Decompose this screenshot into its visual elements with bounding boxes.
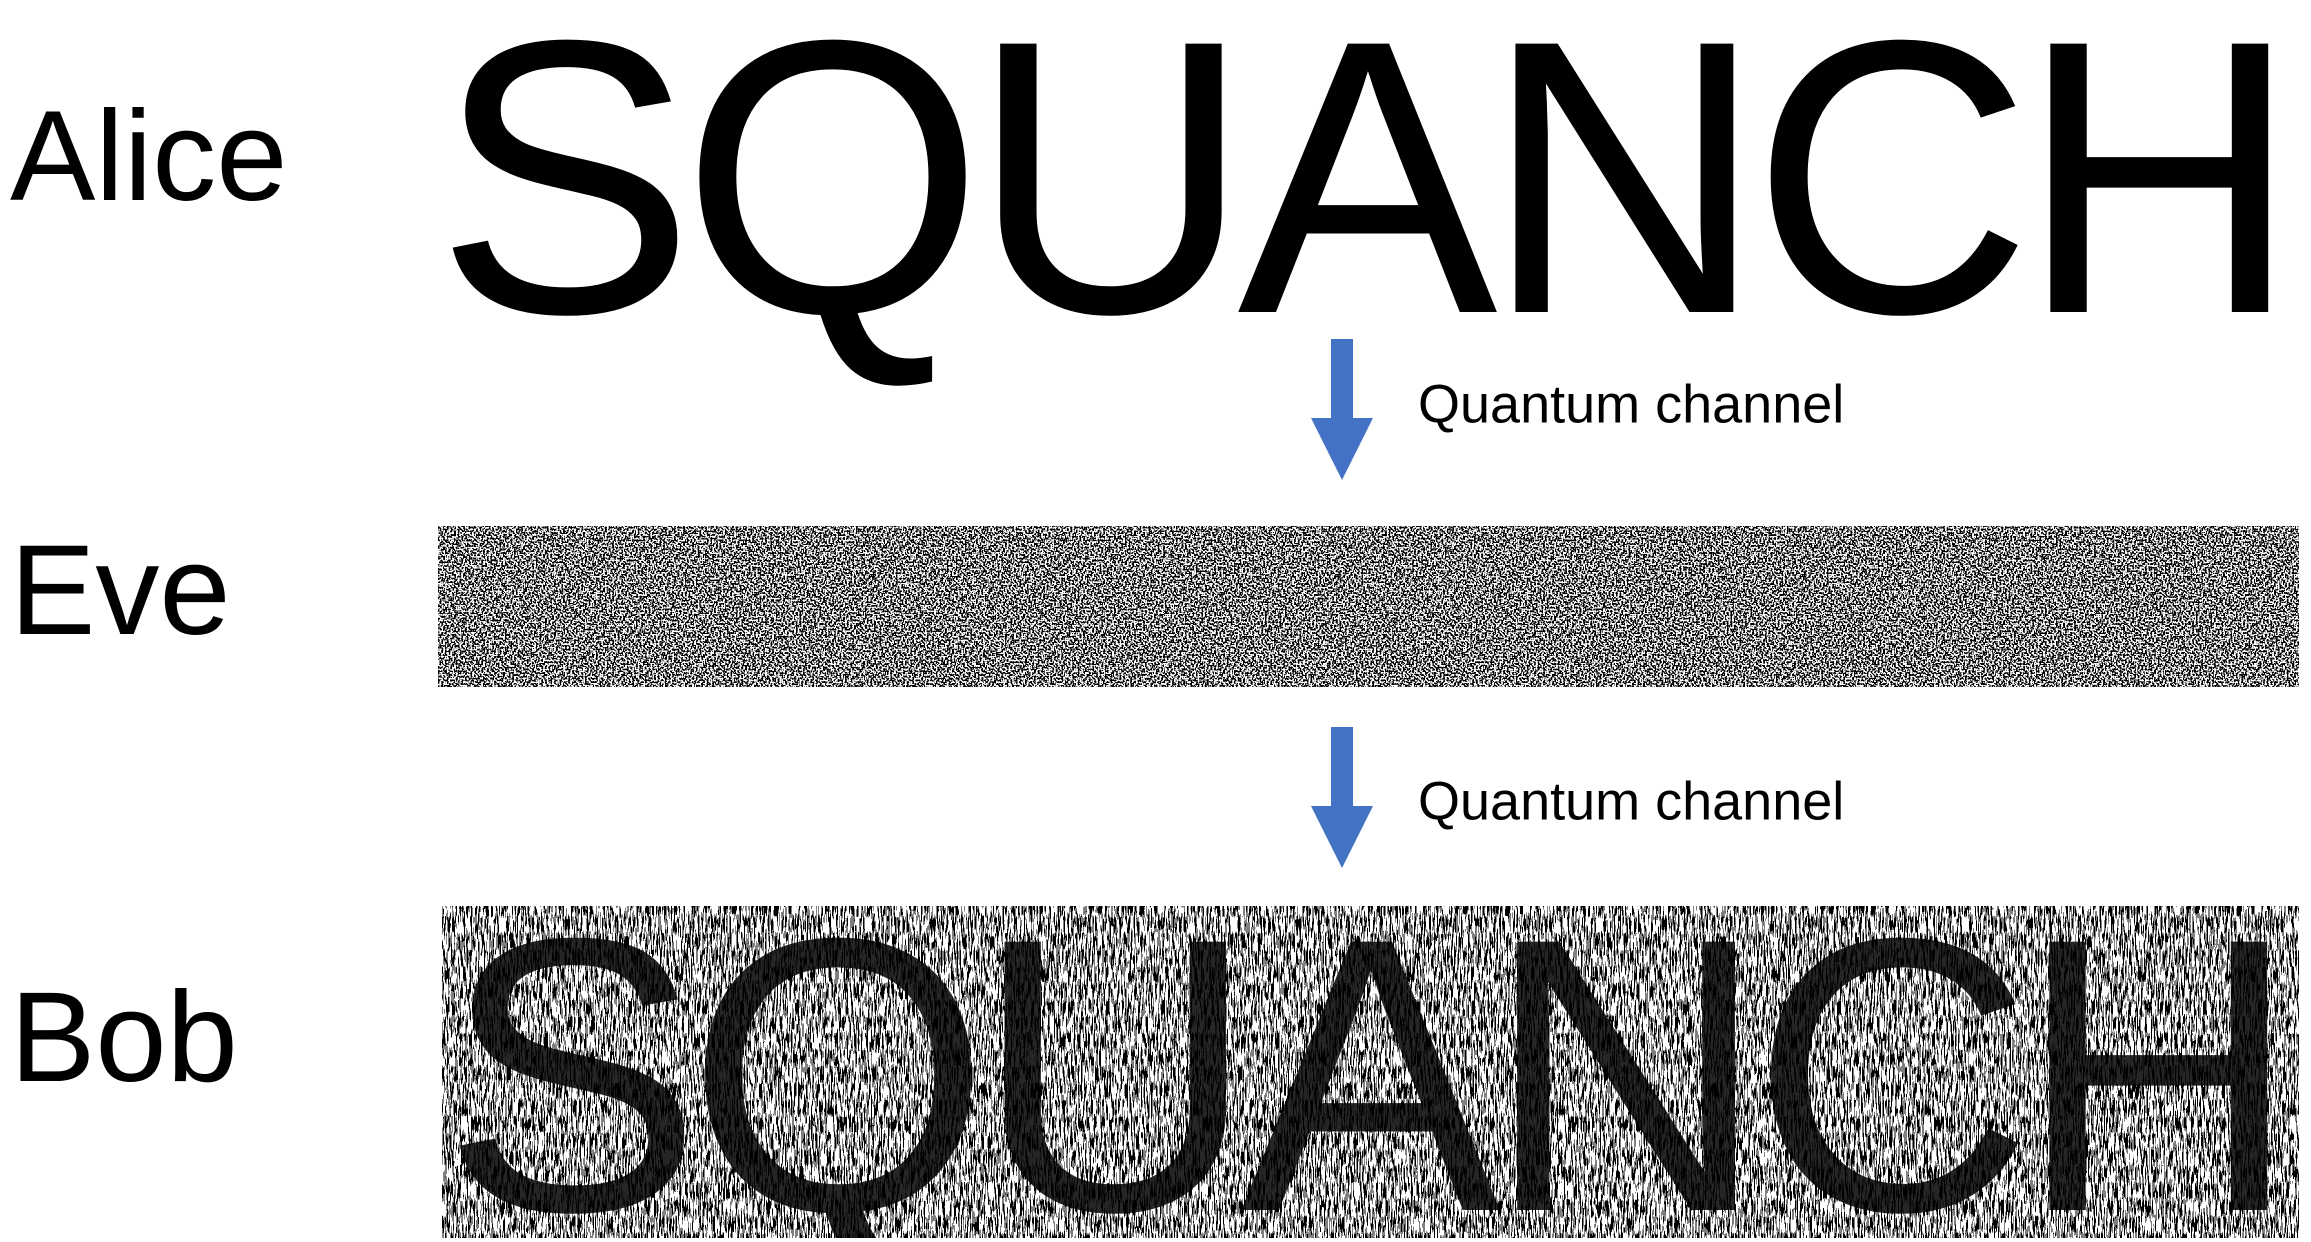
bob-image: SQUANCH [442,906,2299,1238]
channel-label: Quantum channel [1418,374,1844,434]
bob-label: Bob [10,966,238,1109]
eve-label: Eve [10,519,231,662]
channel-label: Quantum channel [1418,771,1844,831]
eve-noise [438,526,2299,687]
alice-logo: SQUANCH [435,0,2300,395]
arrow [1311,339,1373,480]
alice-label: Alice [10,85,287,228]
arrow [1311,727,1373,868]
